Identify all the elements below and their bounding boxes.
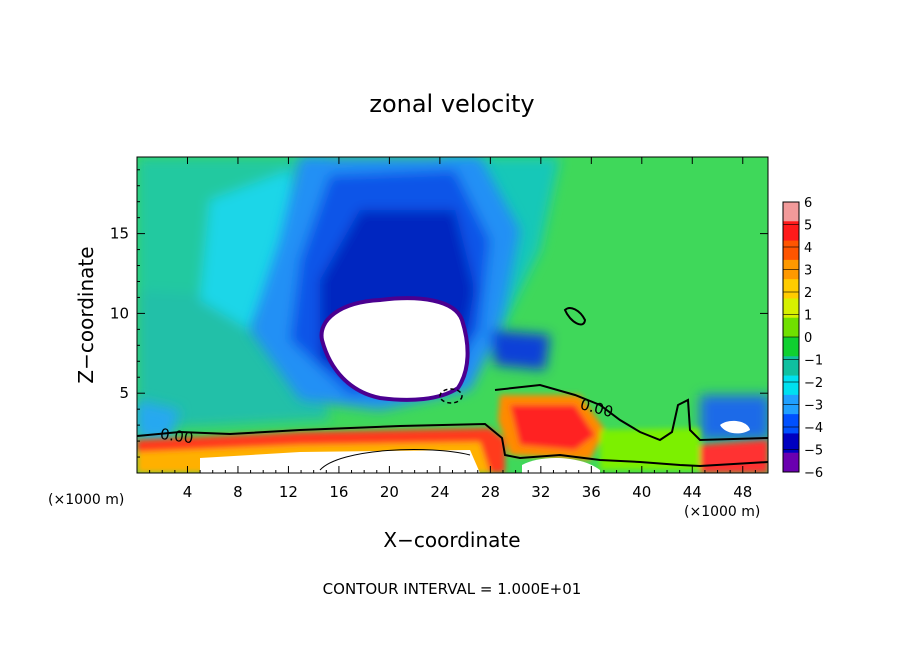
x-tick-label: 24 (430, 483, 449, 501)
x-tick-label: 28 (481, 483, 500, 501)
colorbar-swatch (783, 279, 799, 299)
colorbar-swatch (783, 452, 799, 473)
min-region (319, 296, 470, 402)
x-unit-left: (×1000 m) (48, 492, 124, 508)
colorbar-swatch (783, 221, 799, 242)
colorbar-label: 4 (804, 241, 812, 256)
colorbar-swatch (783, 433, 799, 454)
colorbar-swatch (783, 375, 799, 396)
colorbar-label: −5 (804, 444, 823, 459)
x-tick-label: 4 (183, 483, 193, 501)
x-tick-label: 44 (683, 483, 702, 501)
colorbar-swatch (783, 337, 799, 357)
colorbar-label: 0 (804, 331, 812, 346)
colorbar-label: 3 (804, 264, 812, 279)
y-axis: 5 10 15 (110, 169, 768, 458)
x-tick-label: 16 (329, 483, 348, 501)
colorbar-swatch (783, 202, 799, 222)
contour-label-1: 0.00 (159, 425, 195, 447)
colorbar: 6 5 4 3 2 1 0 −1 −2 −3 −4 −5 −6 (782, 196, 823, 481)
contour-interval-note: CONTOUR INTERVAL = 1.000E+01 (323, 580, 582, 598)
x-unit-right: (×1000 m) (684, 504, 760, 520)
contour-lines (137, 307, 768, 471)
colorbar-label: 6 (804, 196, 812, 211)
y-tick-label: 5 (119, 384, 129, 402)
x-tick-label: 36 (582, 483, 601, 501)
y-tick-label: 15 (110, 225, 129, 243)
x-axis-label: X−coordinate (383, 528, 520, 552)
chart-title: zonal velocity (369, 90, 534, 118)
x-tick-label: 32 (531, 483, 550, 501)
y-axis-label: Z−coordinate (74, 246, 98, 383)
field-out-of-range (200, 296, 750, 473)
colorbar-label: −4 (804, 421, 823, 436)
x-axis: 4 8 12 16 20 24 28 32 36 40 44 48 (149, 157, 756, 501)
x-tick-label: 48 (733, 483, 752, 501)
x-tick-label: 40 (632, 483, 651, 501)
plot-area (137, 157, 768, 473)
colorbar-swatch (783, 317, 799, 338)
colorbar-swatch (783, 240, 799, 261)
colorbar-swatch (783, 356, 799, 377)
colorbar-swatch (783, 414, 799, 434)
colorbar-label: 1 (804, 309, 812, 324)
x-tick-label: 12 (279, 483, 298, 501)
colorbar-label: 2 (804, 286, 812, 301)
y-tick-label: 10 (110, 304, 129, 322)
colorbar-label: −1 (804, 354, 823, 369)
colorbar-label: −6 (804, 466, 823, 481)
x-tick-label: 8 (233, 483, 243, 501)
colorbar-label: 5 (804, 219, 812, 234)
colorbar-label: −2 (804, 376, 823, 391)
x-tick-label: 20 (380, 483, 399, 501)
colorbar-swatch (783, 298, 799, 319)
colorbar-label: −3 (804, 399, 823, 414)
